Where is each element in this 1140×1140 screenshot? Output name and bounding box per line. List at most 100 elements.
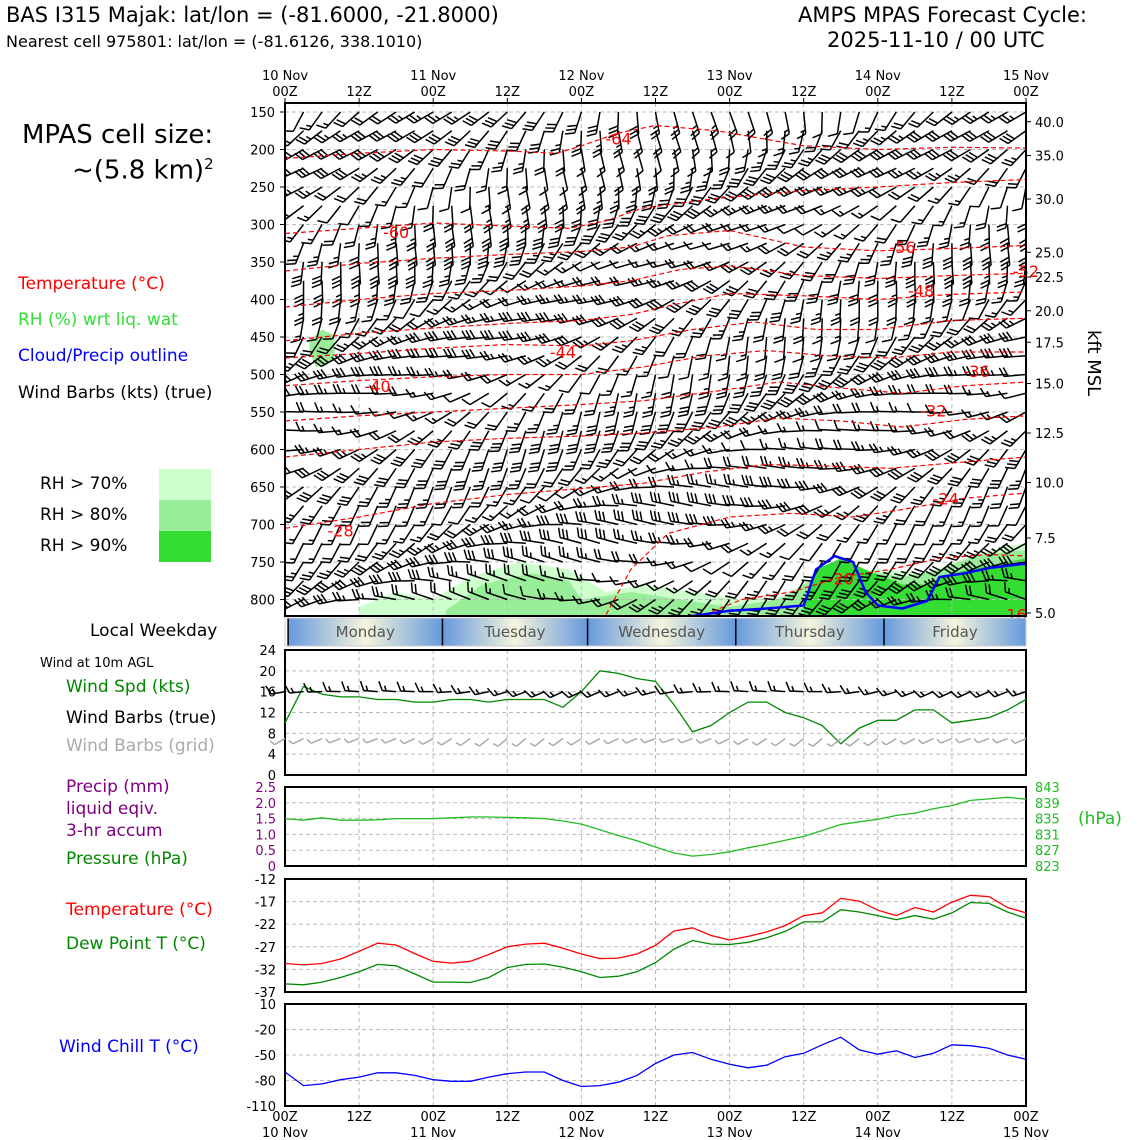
upper-wind-barb: [905, 448, 934, 459]
barb-full-flag: [277, 388, 282, 397]
upper-wind-barb: [922, 243, 935, 270]
upper-wind-barb: [858, 242, 879, 265]
upper-wind-barb: [374, 467, 397, 488]
upper-wind-barb: [795, 167, 823, 181]
upper-wind-barb: [486, 486, 508, 507]
upper-wind-barb: [497, 168, 509, 195]
barb-half-flag: [288, 362, 294, 367]
barb-full-flag: [830, 339, 841, 345]
barb-half-flag: [490, 315, 495, 322]
barb-full-flag: [765, 168, 776, 171]
barb-half-flag: [508, 403, 514, 408]
upper-wind-barb: [683, 280, 712, 292]
barb-half-flag: [307, 238, 314, 241]
upper-wind-barb: [462, 111, 490, 127]
upper-wind-barb: [690, 317, 712, 339]
barb-full-flag: [968, 151, 978, 159]
barb-full-flag: [690, 335, 701, 339]
barb-full-flag: [675, 512, 680, 523]
barb-half-flag: [379, 339, 385, 344]
barb-full-flag: [1001, 161, 1012, 167]
barb-full-flag: [411, 184, 422, 188]
barb-full-flag: [649, 301, 659, 309]
barb-full-flag: [386, 336, 395, 345]
upper-wind-barb: [903, 299, 916, 326]
cell-size-value: ~(5.8 km)2: [72, 155, 214, 186]
barb-full-flag: [460, 256, 471, 262]
barb-full-flag: [469, 168, 480, 171]
upper-wind-barb: [875, 336, 897, 357]
barb-full-flag: [455, 184, 466, 188]
barb-staff: [393, 411, 415, 420]
barb-full-flag: [888, 401, 894, 412]
barb-full-flag: [630, 530, 635, 540]
upper-wind-barb: [727, 299, 749, 320]
barb-full-flag: [528, 451, 539, 455]
upper-wind-barb: [489, 430, 508, 453]
barb-full-flag: [792, 339, 803, 345]
barb-full-flag: [387, 571, 394, 582]
barb-full-flag: [387, 275, 398, 282]
barb-full-flag: [785, 300, 795, 302]
barb-half-flag: [821, 231, 827, 236]
barb-full-flag: [368, 256, 379, 263]
barb-full-flag: [598, 294, 606, 304]
barb-half-flag: [740, 372, 747, 376]
barb-full-flag: [795, 457, 801, 468]
upper-wind-barb: [908, 336, 934, 354]
barb-half-flag: [444, 275, 450, 278]
upper-wind-barb: [774, 336, 786, 364]
barb-full-flag: [924, 453, 934, 462]
upper-wind-barb: [924, 130, 953, 142]
upper-wind-barb: [285, 392, 286, 400]
barb-full-flag: [720, 223, 728, 232]
upper-wind-barb: [998, 111, 1026, 124]
barb-full-flag: [664, 281, 673, 290]
barb-staff: [899, 205, 916, 223]
barb-full-flag: [876, 359, 886, 366]
barb-full-flag: [380, 226, 391, 230]
barb-full-flag: [391, 181, 401, 186]
barb-full-flag: [902, 256, 913, 261]
barb-full-flag: [494, 260, 505, 264]
barb-full-flag: [461, 330, 468, 340]
barb-full-flag: [927, 199, 938, 205]
upper-wind-barb: [788, 130, 805, 155]
barb-full-flag: [928, 367, 935, 377]
barb-full-flag: [784, 478, 791, 488]
barb-full-flag: [483, 312, 491, 322]
barb-full-flag: [963, 327, 973, 334]
barb-full-flag: [427, 115, 437, 122]
barb-full-flag: [672, 151, 682, 159]
hpa-axis-label: (hPa): [1078, 809, 1122, 829]
barb-half-flag: [323, 388, 328, 394]
barb-full-flag: [860, 258, 871, 261]
barb-full-flag: [712, 334, 723, 336]
barb-full-flag: [772, 372, 783, 377]
barb-full-flag: [409, 114, 419, 122]
barb-full-flag: [374, 203, 385, 207]
barb-half-flag: [925, 316, 931, 320]
barb-half-flag: [267, 234, 272, 239]
barb-full-flag: [679, 395, 690, 400]
barb-full-flag: [645, 242, 654, 251]
upper-wind-barb: [766, 374, 786, 396]
barb-half-flag: [578, 200, 585, 205]
upper-wind-barb: [572, 261, 601, 272]
upper-wind-barb: [635, 149, 644, 178]
barb-full-flag: [502, 330, 509, 341]
barb-full-flag: [319, 148, 329, 157]
barb-full-flag: [338, 222, 349, 226]
barb-staff: [543, 168, 549, 191]
upper-wind-barb: [349, 351, 378, 363]
barb-full-flag: [597, 549, 602, 560]
barb-full-flag: [763, 402, 774, 408]
upper-wind-barb: [920, 299, 935, 325]
barb-half-flag: [366, 315, 373, 318]
barb-full-flag: [672, 492, 676, 503]
upper-wind-barb: [960, 409, 990, 419]
barb-full-flag: [801, 394, 811, 402]
barb-staff: [708, 242, 730, 251]
upper-wind-barb: [631, 509, 656, 526]
barb-full-flag: [739, 193, 749, 200]
